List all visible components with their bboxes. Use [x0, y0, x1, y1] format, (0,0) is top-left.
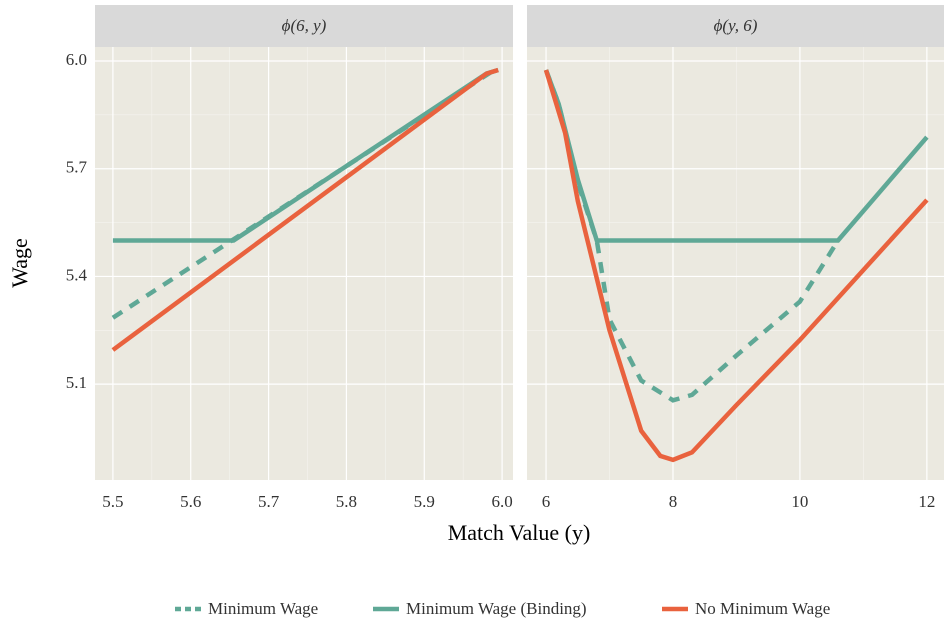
x-tick-label: 6.0 — [491, 492, 512, 511]
x-tick-label: 5.8 — [336, 492, 357, 511]
panel — [95, 47, 513, 480]
x-tick-label: 10 — [791, 492, 808, 511]
y-tick-label: 6.0 — [66, 50, 87, 69]
panel — [527, 47, 944, 480]
strip — [527, 5, 944, 47]
x-tick-label: 6 — [542, 492, 551, 511]
y-axis-label: Wage — [7, 238, 32, 288]
legend-label: Minimum Wage — [208, 599, 318, 618]
strip-title: ϕ(6, y) — [282, 16, 327, 35]
strip-title: ϕ(y, 6) — [714, 16, 758, 35]
line — [111, 67, 499, 352]
y-tick-label: 5.1 — [66, 373, 87, 392]
legend-label: Minimum Wage (Binding) — [406, 599, 587, 618]
x-tick-label: 5.6 — [180, 492, 201, 511]
x-tick-label: 8 — [669, 492, 678, 511]
x-tick-label: 12 — [918, 492, 935, 511]
x-tick-label: 5.5 — [102, 492, 123, 511]
x-axis-label: Match Value (y) — [448, 520, 591, 545]
x-tick-label: 5.7 — [258, 492, 280, 511]
x-tick-label: 5.9 — [414, 492, 435, 511]
y-tick-label: 5.7 — [66, 158, 88, 177]
y-tick-label: 5.4 — [66, 265, 88, 284]
legend-label: No Minimum Wage — [695, 599, 830, 618]
line — [543, 69, 929, 463]
strip — [95, 5, 513, 47]
